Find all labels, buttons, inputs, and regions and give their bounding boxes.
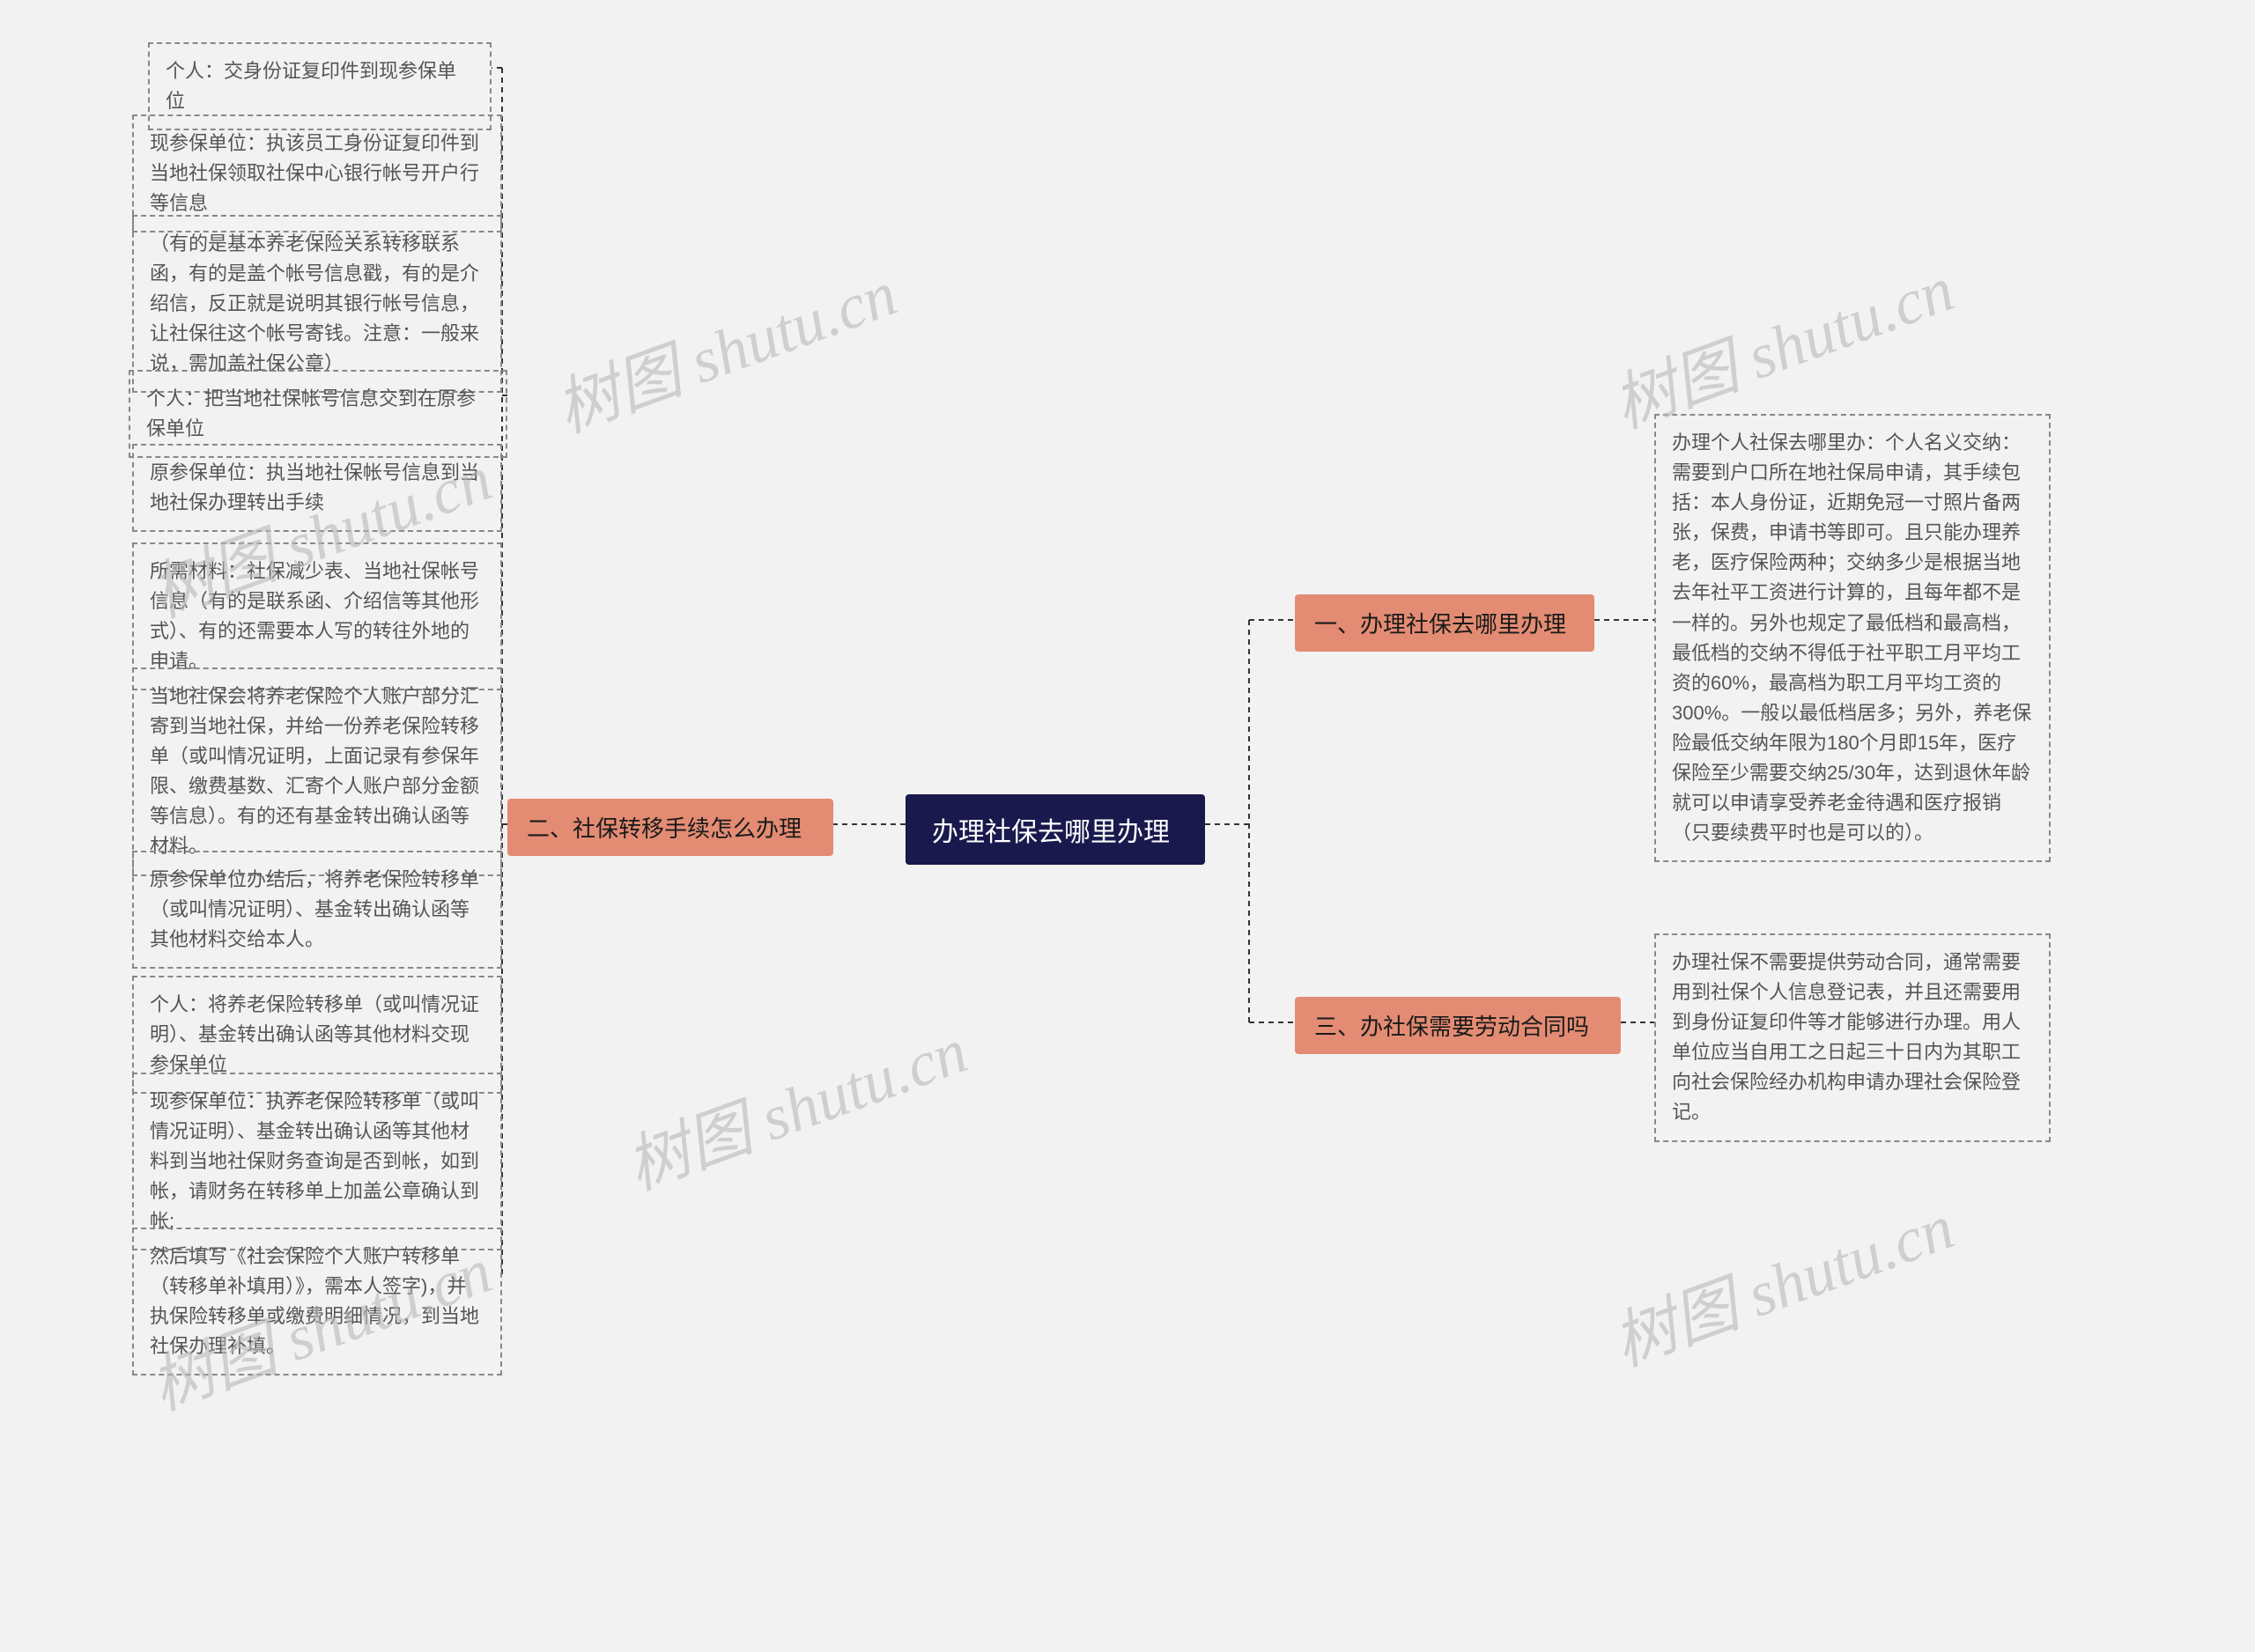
branch-transfer-procedure[interactable]: 二、社保转移手续怎么办理 [507,799,833,856]
leaf-step-11: 然后填写《社会保险个人账户转移单（转移单补填用）》，需本人签字)，并执保险转移单… [132,1228,502,1375]
leaf-step-3: （有的是基本养老保险关系转移联系函，有的是盖个帐号信息戳，有的是介绍信，反正就是… [132,215,502,393]
watermark: 树图 shutu.cn [1598,1175,1964,1383]
leaf-step-10: 现参保单位：执养老保险转移单（或叫情况证明）、基金转出确认函等其他材料到当地社保… [132,1073,502,1250]
root-node[interactable]: 办理社保去哪里办理 [906,794,1205,865]
branch-labor-contract[interactable]: 三、办社保需要劳动合同吗 [1295,997,1621,1054]
watermark: 树图 shutu.cn [611,999,978,1207]
branch-where-to-apply[interactable]: 一、办理社保去哪里办理 [1295,594,1594,652]
leaf-step-5: 原参保单位：执当地社保帐号信息到当地社保办理转出手续 [132,444,502,532]
leaf-contract-detail: 办理社保不需要提供劳动合同，通常需要用到社保个人信息登记表，并且还需要用到身份证… [1654,933,2051,1142]
leaf-where-detail: 办理个人社保去哪里办：个人名义交纳：需要到户口所在地社保局申请，其手续包括：本人… [1654,414,2051,862]
leaf-step-8: 原参保单位办结后，将养老保险转移单（或叫情况证明）、基金转出确认函等其他材料交给… [132,851,502,969]
watermark: 树图 shutu.cn [541,241,907,450]
leaf-step-7: 当地社保会将养老保险个人账户部分汇寄到当地社保，并给一份养老保险转移单（或叫情况… [132,667,502,876]
